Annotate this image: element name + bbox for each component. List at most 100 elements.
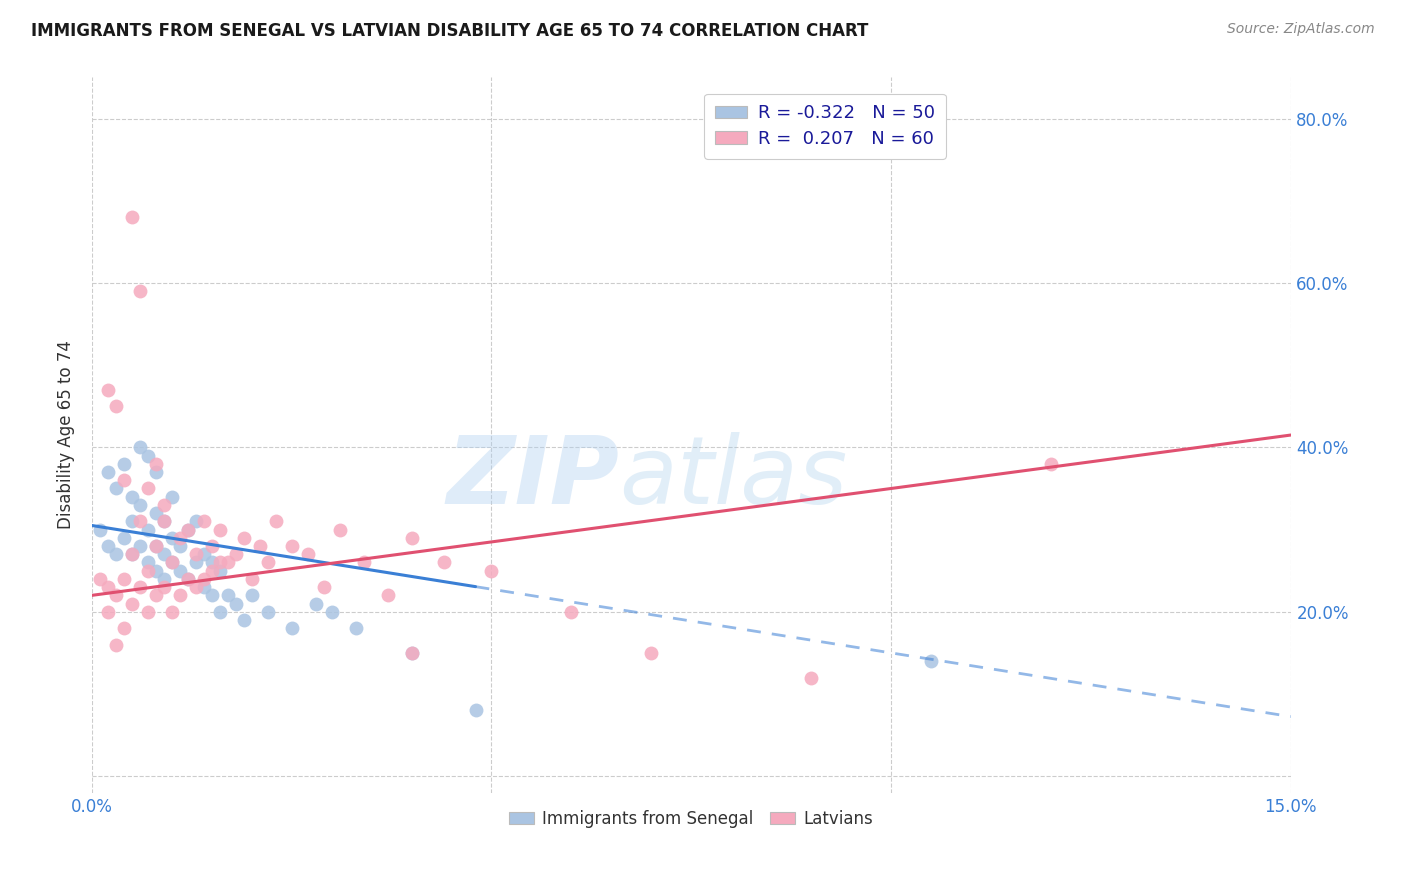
Point (256, 605, 278, 619)
Point (201, 539, 224, 553)
Point (249, 539, 271, 553)
Text: Source: ZipAtlas.com: Source: ZipAtlas.com (1227, 22, 1375, 37)
Point (89, 572, 111, 586)
Point (97, 383, 120, 397)
Point (121, 547, 143, 561)
Point (112, 531, 135, 545)
Point (353, 556, 375, 570)
Point (169, 531, 191, 545)
Point (128, 441, 150, 455)
Text: atlas: atlas (620, 433, 848, 524)
Point (280, 621, 302, 635)
Point (121, 210, 143, 224)
Point (481, 564, 503, 578)
Point (184, 580, 207, 594)
Point (344, 621, 367, 635)
Point (145, 506, 167, 520)
Point (97, 580, 120, 594)
Point (184, 556, 207, 570)
Point (152, 572, 174, 586)
Point (920, 654, 942, 668)
Point (232, 613, 254, 627)
Point (121, 490, 143, 504)
Point (464, 703, 486, 717)
Point (160, 490, 183, 504)
Point (104, 638, 127, 652)
Point (152, 498, 174, 512)
Point (177, 523, 200, 537)
Point (256, 556, 278, 570)
Point (401, 646, 423, 660)
Point (184, 547, 207, 561)
Point (329, 523, 352, 537)
Point (560, 605, 582, 619)
Point (184, 514, 207, 528)
Point (321, 605, 343, 619)
Point (280, 539, 302, 553)
Point (177, 572, 200, 586)
Point (97, 605, 120, 619)
Text: ZIP: ZIP (447, 432, 620, 524)
Point (208, 556, 231, 570)
Point (304, 597, 326, 611)
Point (145, 465, 167, 479)
Point (208, 564, 231, 578)
Point (97, 539, 120, 553)
Point (121, 514, 143, 528)
Point (136, 449, 159, 463)
Point (312, 580, 335, 594)
Point (193, 572, 215, 586)
Point (112, 457, 135, 471)
Point (104, 482, 127, 496)
Point (217, 588, 239, 602)
Point (225, 547, 247, 561)
Point (169, 588, 191, 602)
Point (136, 564, 159, 578)
Point (104, 588, 127, 602)
Point (145, 588, 167, 602)
Point (217, 556, 239, 570)
Point (136, 556, 159, 570)
Point (169, 564, 191, 578)
Point (152, 580, 174, 594)
Point (160, 531, 183, 545)
Point (145, 539, 167, 553)
Y-axis label: Disability Age 65 to 74: Disability Age 65 to 74 (58, 341, 75, 530)
Point (297, 547, 319, 561)
Point (104, 547, 127, 561)
Point (240, 588, 263, 602)
Point (225, 597, 247, 611)
Point (401, 531, 423, 545)
Point (160, 556, 183, 570)
Point (128, 498, 150, 512)
Point (97, 465, 120, 479)
Point (121, 597, 143, 611)
Point (121, 547, 143, 561)
Point (240, 572, 263, 586)
Point (112, 473, 135, 487)
Point (640, 646, 662, 660)
Point (177, 572, 200, 586)
Point (160, 556, 183, 570)
Point (177, 523, 200, 537)
Point (264, 514, 287, 528)
Point (152, 547, 174, 561)
Point (136, 523, 159, 537)
Point (1039, 457, 1062, 471)
Point (128, 514, 150, 528)
Point (201, 564, 224, 578)
Point (145, 564, 167, 578)
Point (136, 605, 159, 619)
Point (145, 457, 167, 471)
Point (208, 523, 231, 537)
Point (432, 556, 454, 570)
Point (89, 523, 111, 537)
Point (169, 539, 191, 553)
Point (104, 399, 127, 413)
Legend: Immigrants from Senegal, Latvians: Immigrants from Senegal, Latvians (502, 803, 880, 834)
Point (152, 514, 174, 528)
Point (800, 671, 823, 685)
Point (152, 514, 174, 528)
Point (401, 646, 423, 660)
Point (193, 580, 215, 594)
